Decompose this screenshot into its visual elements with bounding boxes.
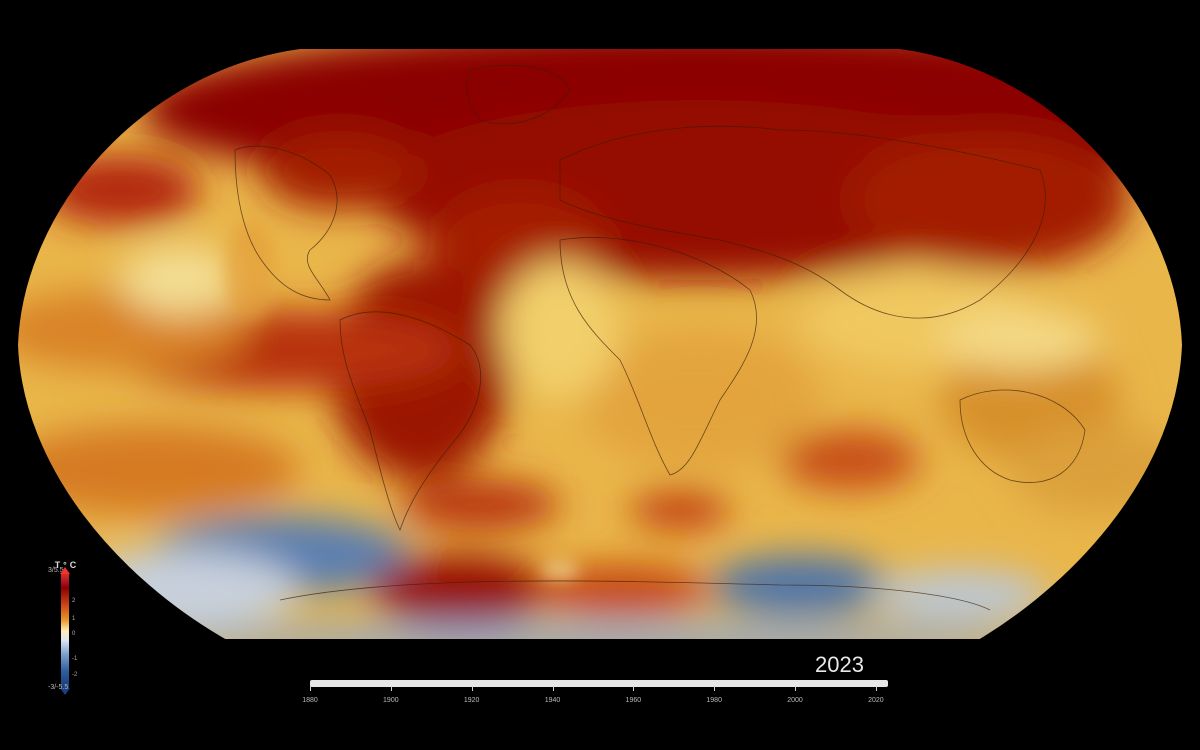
timeline-tick-label: 2000: [787, 697, 803, 704]
timeline-tick: [390, 686, 392, 691]
continent-outlines: [234, 64, 1086, 611]
timeline-tick-label: 2020: [868, 697, 884, 704]
timeline-tick: [633, 686, 635, 691]
timeline-tick-label: 1940: [544, 697, 561, 704]
legend-tick: -2: [72, 672, 78, 678]
timeline-bar[interactable]: [310, 680, 888, 687]
timeline-tick: [310, 686, 311, 691]
current-year: 2023: [815, 652, 864, 677]
legend-min-label: -3/-5.5: [48, 684, 69, 691]
temperature-legend: T°C 3/5.5 2 1 0 -1 -2 -3/-5.5: [48, 560, 84, 700]
legend-tick: -1: [72, 656, 78, 662]
timeline-tick-label: 1960: [625, 697, 642, 704]
legend-tick: 0: [72, 631, 76, 637]
timeline-tick-label: 1880: [302, 697, 318, 704]
timeline-tick: [875, 686, 877, 691]
map-projection: [17, 48, 1183, 640]
timeline-tick: [714, 686, 716, 691]
legend-colorbar: [60, 567, 70, 695]
timeline-tick-label: 1920: [463, 697, 480, 704]
timeline-tick-label: 1980: [706, 697, 722, 704]
timeline-tick: [552, 686, 554, 691]
legend-max-label: 3/5.5: [48, 567, 64, 574]
timeline-tick-label: 1900: [383, 697, 399, 704]
timeline-tick: [471, 686, 473, 691]
legend-tick: 1: [72, 616, 76, 622]
legend-tick: 2: [72, 598, 76, 604]
legend-units: T°C: [54, 560, 80, 570]
timeline-tick: [795, 686, 797, 691]
